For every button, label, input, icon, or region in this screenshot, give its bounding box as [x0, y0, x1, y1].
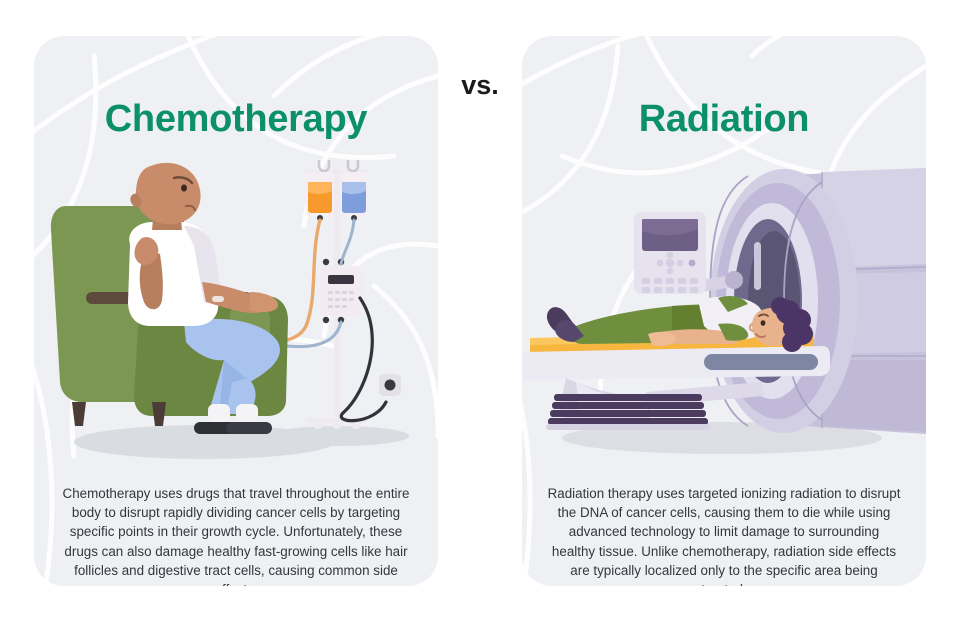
radiation-card: Radiation	[522, 36, 926, 586]
iv-hook-left	[317, 160, 331, 173]
infusion-pump	[320, 258, 362, 324]
iv-cannula-patch	[212, 296, 224, 302]
console-power-led	[688, 259, 696, 267]
radiation-patient	[546, 296, 813, 352]
page-title-radiation: Radiation	[638, 98, 810, 140]
radiation-caption: Radiation therapy uses targeted ionizing…	[547, 486, 901, 586]
table-board-inset	[704, 354, 818, 370]
radiation-illustration	[522, 146, 926, 466]
patient-hand-right	[250, 292, 278, 313]
versus-separator-label: vs.	[461, 70, 499, 100]
patient-ear	[130, 193, 142, 208]
bore-light-strip	[754, 242, 761, 290]
iv-hook-right	[346, 160, 360, 173]
patient-brow	[172, 176, 194, 185]
patient-shirt-sleeve	[184, 226, 221, 303]
console-arm-joint	[725, 271, 743, 289]
patient-brow	[758, 313, 769, 317]
floor-mat-stack	[546, 394, 710, 430]
patient-torso-top	[698, 296, 765, 340]
wall-socket	[379, 374, 401, 396]
patient-eye	[760, 320, 766, 326]
chair-leg-right	[152, 402, 166, 426]
patient-hand-left	[134, 237, 159, 265]
chemotherapy-caption: Chemotherapy uses drugs that travel thro…	[62, 486, 410, 586]
floor-shadow-stand	[269, 426, 409, 446]
page-title-chemotherapy: Chemotherapy	[104, 98, 368, 140]
patient-eye	[181, 184, 187, 192]
chair-leg-left	[72, 402, 86, 426]
chemotherapy-illustration	[34, 146, 438, 466]
patient-mouth	[755, 333, 766, 338]
patient-sock-back	[208, 404, 230, 422]
patient-sleeve	[718, 323, 749, 341]
iv-bag-orange	[306, 172, 334, 221]
patient-shoe-lower	[555, 320, 584, 342]
power-cord	[339, 296, 388, 423]
patient-collar	[718, 296, 748, 312]
iv-bag-blue	[340, 172, 368, 221]
chemotherapy-card: Chemotherapy	[34, 36, 438, 586]
patient-mouth	[185, 204, 196, 211]
iv-tube-blue	[339, 218, 356, 266]
patient-slipper-front	[226, 422, 272, 434]
patient-sock-front	[236, 404, 258, 422]
patient-nose	[748, 323, 754, 332]
patient-head	[135, 162, 201, 225]
